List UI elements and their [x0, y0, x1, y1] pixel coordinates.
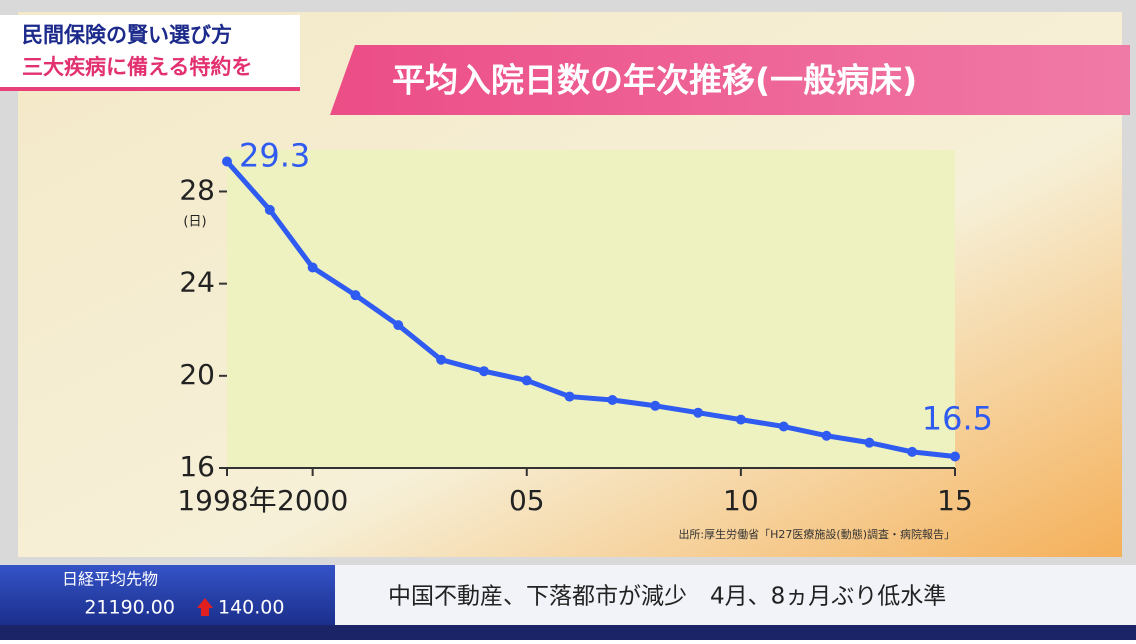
y-tick-label: 28 — [179, 173, 215, 206]
point — [307, 262, 318, 273]
header-line: 三大疾病に備える特約を — [22, 55, 252, 79]
header-rule — [0, 87, 300, 91]
y-tick-label: 24 — [179, 266, 215, 299]
title-banner — [330, 45, 1130, 115]
data-label: 16.5 — [922, 399, 993, 437]
up-arrow — [197, 598, 213, 616]
chart-title: 平均入院日数の年次推移(一般病床) — [392, 61, 917, 100]
point — [907, 446, 918, 457]
point — [521, 375, 532, 386]
ticker-price: 21190.00 — [84, 597, 175, 619]
ticker-change: 140.00 — [218, 597, 284, 619]
point — [222, 156, 232, 167]
point — [350, 290, 361, 301]
point — [950, 451, 960, 462]
point — [864, 437, 875, 448]
y-tick-label: 20 — [179, 358, 215, 391]
plot-area — [227, 150, 955, 468]
point — [478, 366, 489, 377]
point — [693, 407, 704, 418]
ticker-box — [0, 565, 335, 625]
point — [650, 400, 661, 411]
point — [564, 391, 575, 402]
x-tick-label: 10 — [723, 484, 759, 517]
point — [607, 395, 618, 406]
bottom-strip — [0, 625, 1136, 640]
point — [264, 204, 275, 215]
header-box — [0, 15, 300, 87]
point — [821, 430, 832, 441]
x-tick-label: 2000 — [277, 484, 348, 517]
y-unit: (日) — [183, 215, 206, 230]
data-label: 29.3 — [239, 137, 310, 175]
point — [778, 421, 789, 432]
series-line — [225, 159, 956, 459]
x-tick-label: 1998年 — [177, 484, 276, 517]
news-box — [335, 565, 1136, 625]
header-line: 民間保険の賢い選び方 — [22, 23, 232, 47]
point — [393, 320, 404, 331]
y-tick-label: 16 — [179, 450, 215, 483]
ticker-label: 日経平均先物 — [62, 570, 158, 589]
source: 出所:厚生労働省「H27医療施設(動態)調査・病院報告」 — [678, 527, 955, 541]
x-tick-label: 05 — [509, 484, 545, 517]
x-tick-label: 15 — [937, 484, 973, 517]
point — [735, 414, 746, 425]
point — [436, 354, 447, 365]
news-text: 中国不動産、下落都市が減少 4月、8ヵ月ぶり低水準 — [388, 584, 946, 610]
